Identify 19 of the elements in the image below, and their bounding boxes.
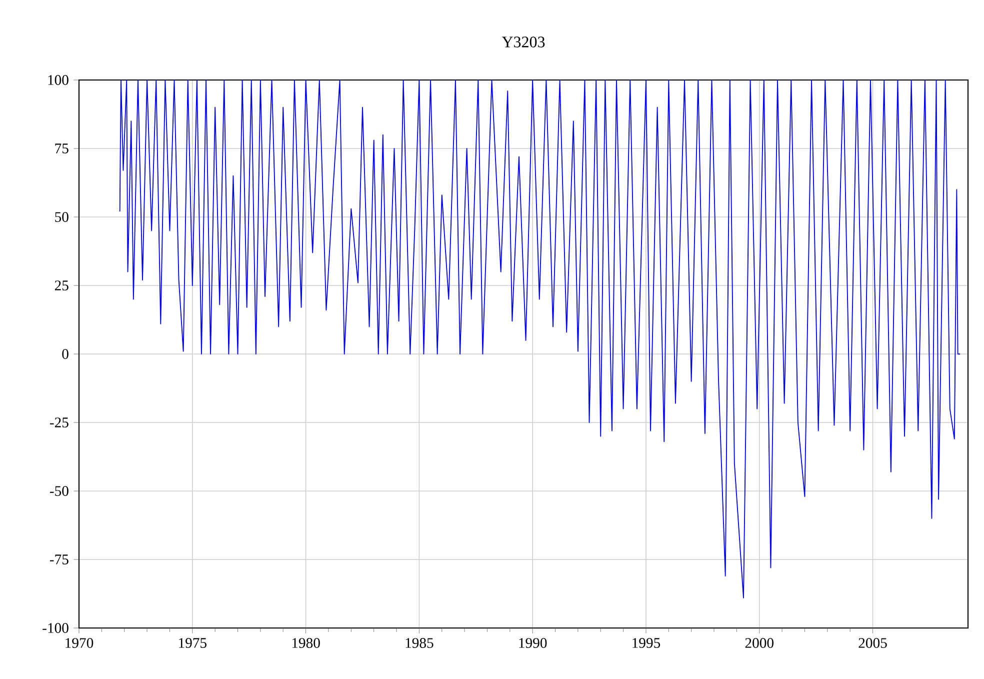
x-tick-label: 1975	[179, 638, 206, 648]
y-tick-label: -100	[42, 623, 68, 633]
y-tick-label: 100	[48, 75, 68, 85]
y-tick-label: 25	[54, 280, 68, 290]
x-tick-label: 1970	[66, 638, 94, 648]
y-tick-label: 50	[55, 212, 68, 222]
x-tick-label: 1995	[632, 638, 660, 648]
x-tick-label: 1990	[519, 638, 547, 648]
x-tick-label: 2005	[858, 638, 887, 648]
y-tick-label: -25	[50, 418, 68, 428]
x-tick-label: 2000	[745, 638, 774, 648]
x-tick-label: 1980	[292, 638, 320, 648]
y-tick-label: -50	[50, 486, 68, 496]
y-tick-label: 0	[62, 349, 68, 359]
chart-title: Y3203	[502, 36, 545, 48]
line-series	[119, 80, 961, 598]
y-tick-label: -75	[50, 554, 68, 564]
x-tick-label: 1985	[406, 638, 434, 648]
y-tick-label: 75	[55, 144, 68, 154]
